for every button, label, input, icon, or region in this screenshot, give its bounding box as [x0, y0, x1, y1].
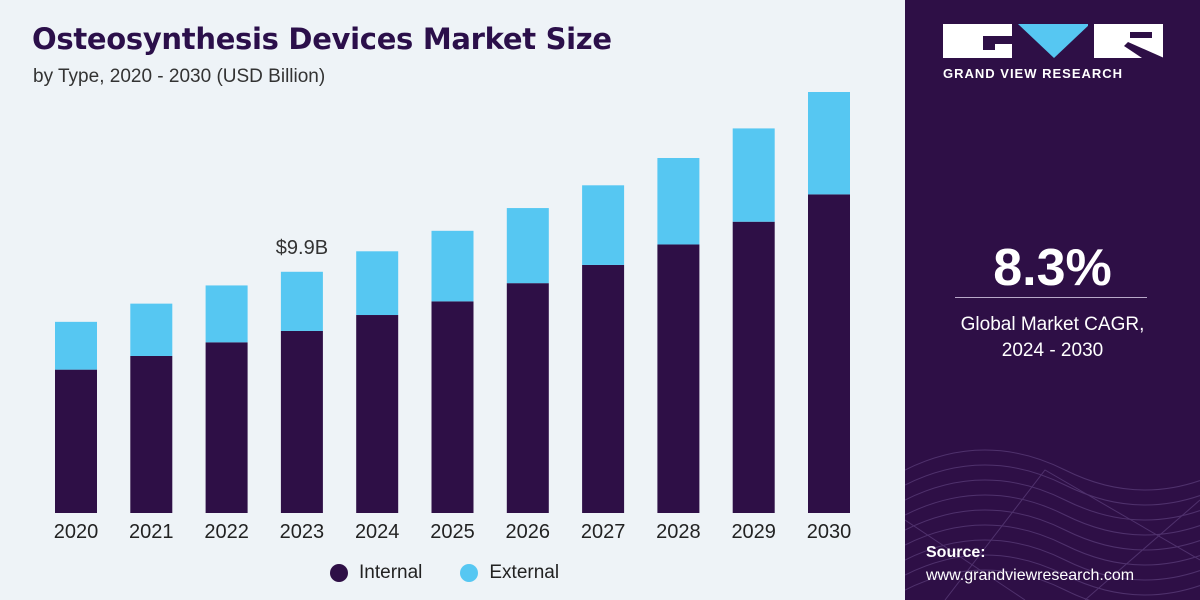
bar-external-2020	[55, 321, 97, 370]
bar-external-2024	[356, 251, 399, 316]
x-tick-label-2029: 2029	[731, 521, 776, 543]
cagr-label-line2: 2024 - 2030	[1001, 340, 1104, 361]
bar-internal-2027	[582, 264, 625, 513]
stacked-bar-chart: 2020 2021 2022 2023 $9.9B 2024 2025 2026 2027 202…	[54, 92, 852, 543]
x-tick-label-2030: 2030	[807, 521, 852, 543]
bar-external-2028	[657, 157, 700, 245]
bar-external-2026	[506, 208, 549, 284]
legend-swatch-internal	[330, 564, 348, 582]
source-link[interactable]: www.grandviewresearch.com	[926, 567, 1135, 584]
bar-internal-2023	[280, 330, 323, 513]
chart-title: Osteosynthesis Devices Market Size	[32, 22, 612, 56]
x-tick-label-2025: 2025	[430, 521, 475, 543]
chart-subtitle: by Type, 2020 - 2030 (USD Billion)	[33, 66, 326, 87]
chart-panel: Osteosynthesis Devices Market Size by Ty…	[32, 22, 852, 584]
cagr-label-line1: Global Market CAGR,	[960, 314, 1145, 335]
bar-external-2022	[205, 285, 248, 343]
brand-logo[interactable]: GRAND VIEW RESEARCH	[943, 24, 1163, 81]
bar-internal-2020	[55, 369, 97, 513]
legend-label-external: External	[489, 562, 560, 583]
brand-name: GRAND VIEW RESEARCH	[943, 66, 1124, 81]
logo-r-icon	[1094, 24, 1163, 58]
x-tick-label-2024: 2024	[355, 521, 400, 543]
data-label-2023: $9.9B	[276, 237, 328, 259]
bar-external-2030	[808, 92, 850, 195]
x-tick-label-2023: 2023	[280, 521, 325, 543]
bar-external-2029	[732, 128, 775, 222]
bar-internal-2025	[431, 301, 474, 513]
x-tick-label-2027: 2027	[581, 521, 626, 543]
info-sidebar: GRAND VIEW RESEARCH 8.3% Global Market C…	[905, 0, 1200, 600]
x-tick-label-2028: 2028	[656, 521, 701, 543]
wave-pattern-decoration	[905, 449, 1200, 600]
chart-legend: Internal External	[330, 562, 559, 584]
cagr-divider	[955, 297, 1147, 298]
legend-swatch-external	[460, 564, 479, 582]
cagr-label: Global Market CAGR, 2024 - 2030	[905, 312, 1200, 364]
source-label: Source:	[926, 544, 986, 561]
x-tick-label-2021: 2021	[129, 521, 174, 543]
bar-internal-2022	[205, 342, 248, 513]
bar-internal-2024	[356, 315, 399, 513]
bar-internal-2029	[732, 221, 775, 514]
x-tick-label-2022: 2022	[204, 521, 249, 543]
x-tick-label-2026: 2026	[506, 521, 551, 543]
logo-v-icon	[1017, 24, 1089, 58]
bar-external-2027	[582, 185, 625, 265]
cagr-value: 8.3%	[993, 239, 1112, 297]
legend-label-internal: Internal	[359, 562, 423, 583]
x-tick-label-2020: 2020	[54, 521, 99, 543]
bar-internal-2026	[506, 283, 549, 513]
bar-internal-2028	[657, 244, 700, 513]
bar-external-2023	[280, 271, 323, 331]
bar-internal-2030	[808, 194, 850, 514]
legend-item-internal: Internal	[330, 562, 422, 584]
logo-mark-icon	[943, 24, 1163, 58]
legend-item-external: External	[460, 562, 559, 584]
bar-external-2021	[130, 303, 173, 356]
bar-internal-2021	[130, 355, 173, 513]
bar-external-2025	[431, 230, 474, 302]
logo-g-icon	[943, 24, 1012, 58]
